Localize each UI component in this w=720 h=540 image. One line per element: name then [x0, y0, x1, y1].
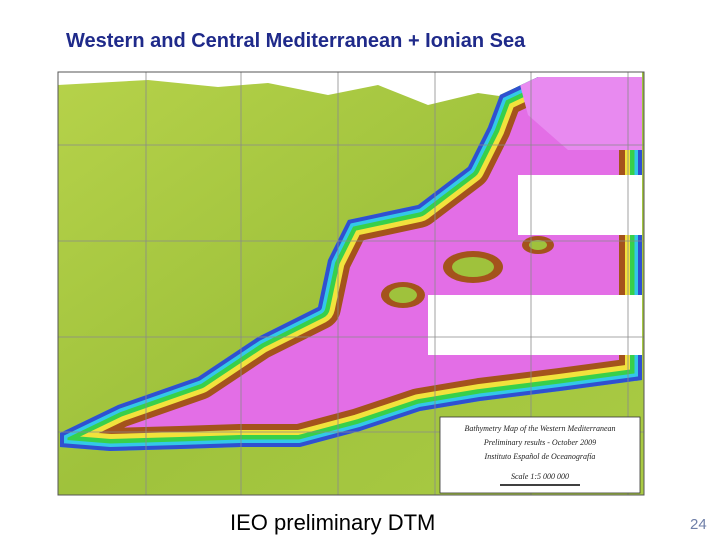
map-image: Bathymetry Map of the Western Mediterran… — [48, 55, 662, 509]
north-sea-blank — [58, 72, 642, 105]
legend-line: Preliminary results - October 2009 — [483, 438, 596, 447]
caption: IEO preliminary DTM — [230, 510, 436, 535]
slide-title: Western and Central Mediterranean + Ioni… — [66, 30, 526, 52]
legend-line: Instituto Español de Oceanografía — [484, 452, 596, 461]
legend-line: Bathymetry Map of the Western Mediterran… — [464, 424, 615, 433]
page-number: 24 — [690, 516, 707, 533]
map-legend: Bathymetry Map of the Western Mediterran… — [439, 416, 641, 494]
islands — [381, 236, 554, 308]
legend-box — [439, 416, 641, 494]
map-border — [57, 71, 645, 496]
legend-line: Scale 1:5 000 000 — [511, 472, 569, 481]
